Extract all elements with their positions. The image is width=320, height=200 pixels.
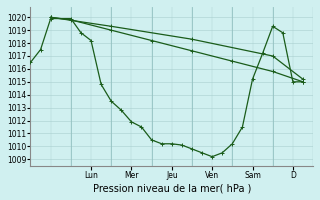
X-axis label: Pression niveau de la mer( hPa ): Pression niveau de la mer( hPa ) [92, 183, 251, 193]
